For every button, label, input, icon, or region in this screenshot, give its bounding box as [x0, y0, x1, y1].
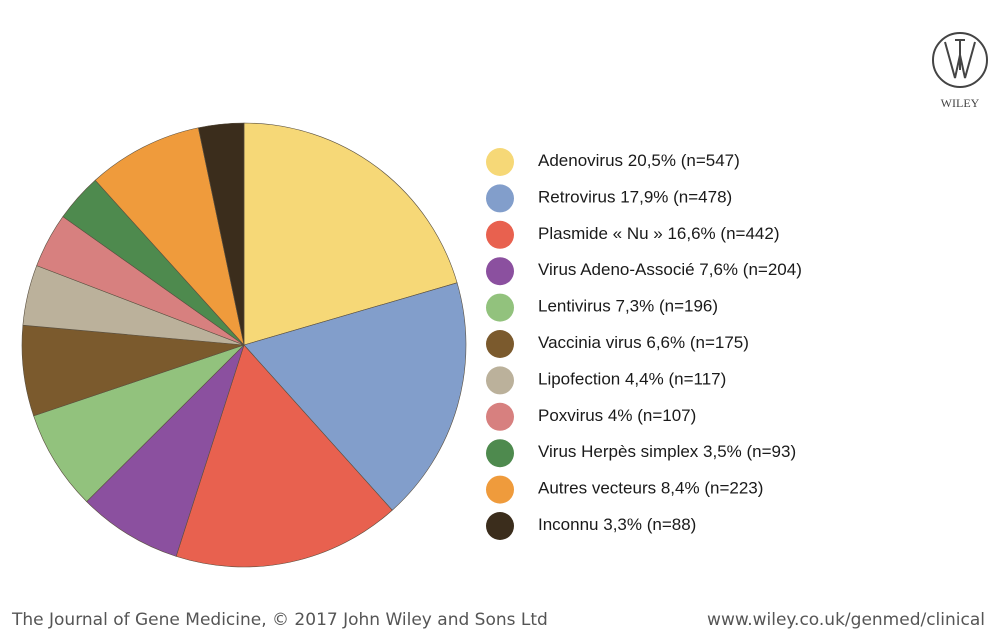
legend-text: (n=478) [673, 188, 732, 207]
legend-swatch [486, 512, 514, 540]
legend-text: Vaccinia virus [538, 333, 642, 352]
legend-text: Virus Adeno-Associé [538, 261, 695, 280]
legend-swatch [486, 330, 514, 358]
legend-text: 7,6% [699, 261, 738, 280]
legend-text: 17,9% [620, 188, 668, 207]
pie-slice [175, 344, 393, 568]
wiley-logo: WILEY [932, 32, 988, 110]
footer-left: The Journal of Gene Medicine, © 2017 Joh… [11, 610, 548, 630]
legend-swatch [486, 366, 514, 395]
legend-text: (n=93) [747, 443, 797, 462]
legend-swatch [486, 475, 514, 504]
legend-text: (n=88) [647, 515, 697, 534]
legend-label: Retrovirus 17,9% (n=478) [538, 188, 732, 207]
legend-label: Poxvirus 4% (n=107) [538, 406, 696, 425]
pie-slice [33, 344, 245, 503]
legend-text: Virus Herpès simplex [538, 443, 699, 462]
legend-swatch [486, 184, 514, 213]
legend-text: 3,3% [603, 515, 642, 534]
legend-text: (n=442) [720, 224, 779, 243]
legend-label: Adenovirus 20,5% (n=547) [538, 151, 740, 170]
legend-label: Autres vecteurs 8,4% (n=223) [538, 479, 763, 498]
legend-text: (n=107) [637, 406, 696, 425]
legend-text: 4% [608, 406, 633, 425]
logo-circle [932, 32, 988, 88]
legend-text: (n=204) [743, 261, 802, 280]
legend-label: Lipofection 4,4% (n=117) [538, 370, 726, 389]
legend-text: (n=117) [668, 370, 726, 389]
legend-text: Poxvirus [538, 406, 603, 425]
legend-label: Plasmide « Nu » 16,6% (n=442) [538, 224, 779, 243]
legend-text: 6,6% [646, 333, 685, 352]
legend-text: 8,4% [661, 479, 700, 498]
legend-text: 16,6% [667, 224, 715, 243]
legend-text: Autres vecteurs [538, 479, 656, 498]
legend-text: (n=547) [681, 151, 740, 170]
legend-swatch [486, 293, 514, 322]
legend-text: Inconnu [538, 515, 599, 534]
legend-text: Adenovirus [538, 151, 623, 170]
legend-label: Lentivirus 7,3% (n=196) [538, 297, 718, 316]
legend-text: Lipofection [538, 370, 620, 389]
legend-swatch [486, 257, 514, 286]
logo-glyph [944, 39, 976, 79]
pie-slice [243, 282, 467, 511]
pie-slice [243, 122, 458, 346]
pie-slice [86, 344, 245, 557]
footer-right: www.wiley.co.uk/genmed/clinical [707, 610, 985, 630]
legend-swatch [486, 220, 514, 249]
legend-label: Virus Herpès simplex 3,5% (n=93) [538, 443, 796, 462]
pie-slice [197, 122, 245, 346]
legend-label: Virus Adeno-Associé 7,6% (n=204) [538, 261, 802, 280]
pie-slice [94, 127, 245, 347]
legend-swatch [486, 439, 514, 468]
legend-text: Retrovirus [538, 188, 615, 207]
legend-swatch [486, 402, 514, 431]
legend-text: Plasmide « Nu » [538, 224, 663, 243]
legend-text: (n=223) [704, 479, 763, 498]
legend-text: 4,4% [625, 370, 664, 389]
legend-text: 20,5% [628, 151, 676, 170]
legend-text: 3,5% [703, 443, 742, 462]
legend-text: (n=196) [659, 297, 718, 316]
legend-label: Vaccinia virus 6,6% (n=175) [538, 333, 749, 352]
legend-label: Inconnu 3,3% (n=88) [538, 515, 696, 534]
legend-text: (n=175) [690, 333, 749, 352]
logo-text: WILEY [941, 96, 980, 110]
legend-text: Lentivirus [538, 297, 611, 316]
legend-swatch [486, 148, 514, 176]
legend-text: 7,3% [616, 297, 655, 316]
